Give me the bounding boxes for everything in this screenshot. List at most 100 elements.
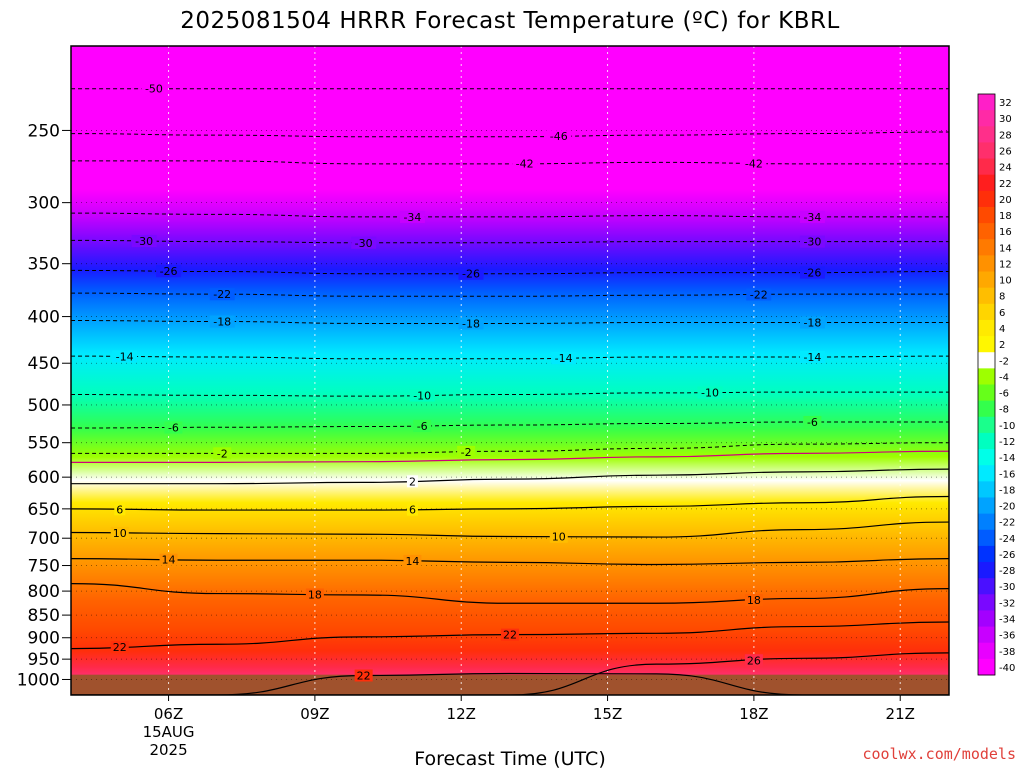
- colorbar-tick-label: 10: [999, 276, 1012, 287]
- contour-label-bg: [110, 641, 129, 654]
- colorbar-tick-label: -24: [999, 534, 1015, 545]
- colorbar-swatch: [978, 529, 995, 547]
- y-tick-label: 350: [28, 255, 60, 275]
- colorbar-swatch: [978, 400, 995, 418]
- contour-label-bg: [114, 503, 126, 516]
- colorbar-tick-label: 12: [999, 259, 1012, 270]
- y-tick-label: 700: [28, 529, 60, 549]
- contour-label: 10: [552, 531, 566, 544]
- colorbar-swatch: [978, 352, 995, 369]
- contour-label: 18: [747, 594, 761, 607]
- colorbar-tick-label: -6: [999, 389, 1009, 400]
- contour-label: 10: [113, 527, 127, 540]
- colorbar-tick-label: 18: [999, 211, 1012, 222]
- y-tick-label: 1000: [17, 670, 60, 690]
- contour-label: -30: [355, 237, 373, 250]
- colorbar-swatch: [978, 255, 995, 273]
- contour-label-bg: [803, 416, 822, 429]
- x-axis-label: Forecast Time (UTC): [414, 748, 605, 768]
- x-tick-year: 2025: [149, 741, 187, 759]
- contour-line: [71, 131, 949, 138]
- x-tick-label: 06Z: [154, 705, 183, 723]
- colorbar-swatch: [978, 190, 995, 208]
- colorbar-tick-label: 4: [999, 324, 1005, 335]
- contour-label: 22: [503, 629, 517, 642]
- contour-label-bg: [403, 554, 422, 567]
- contour-label-bg: [697, 386, 723, 399]
- contour-label: -6: [168, 422, 179, 435]
- contour-label: 14: [162, 554, 176, 567]
- y-axis: 250 300 350 400 450 500 550 600 650 700 750 800 850 9…: [17, 121, 71, 690]
- contour-label: -34: [403, 211, 421, 224]
- colorbar-swatch: [978, 142, 995, 160]
- contour-line: [71, 521, 949, 538]
- colorbar-tick-label: -22: [999, 518, 1015, 529]
- contour-label: -14: [555, 352, 573, 365]
- colorbar-tick-label: 32: [999, 98, 1012, 109]
- contour-label-bg: [164, 421, 183, 434]
- contour-label: -6: [807, 416, 818, 429]
- contour-label: -50: [145, 83, 163, 96]
- colorbar-tick-label: 30: [999, 114, 1012, 125]
- colorbar-tick-label: -26: [999, 550, 1015, 561]
- contour-label: -2: [461, 446, 472, 459]
- contour-label: -2: [217, 447, 228, 460]
- contour-label: -14: [803, 351, 821, 364]
- contour-label: -10: [413, 389, 431, 402]
- colorbar-swatch: [978, 271, 995, 289]
- contour-label-bg: [799, 350, 825, 363]
- colorbar-tick-label: 16: [999, 227, 1012, 238]
- source-credit: coolwx.com/models: [862, 745, 1016, 763]
- colorbar-tick-label: 14: [999, 243, 1012, 254]
- contour-label: -26: [160, 265, 178, 278]
- contour-label: 6: [409, 504, 416, 517]
- contour-line: [71, 468, 949, 485]
- contour-label-bg: [512, 157, 538, 170]
- colorbar-tick-label: -20: [999, 502, 1015, 513]
- colorbar-tick-label: 8: [999, 292, 1005, 303]
- colorbar-swatch: [978, 642, 995, 660]
- contour-label-bg: [141, 82, 167, 95]
- contour-label: -10: [701, 387, 719, 400]
- colorbar-tick-label: -40: [999, 663, 1015, 674]
- colorbar-tick-label: -36: [999, 631, 1015, 642]
- contour-label-bg: [399, 210, 425, 223]
- contour-line: [71, 391, 949, 397]
- x-tick-label: 09Z: [300, 705, 329, 723]
- contour-line: [71, 442, 949, 454]
- colorbar-tick-label: 24: [999, 163, 1012, 174]
- colorbar-swatch: [978, 513, 995, 531]
- contour-label-bg: [354, 669, 373, 682]
- contour-label: -26: [803, 267, 821, 280]
- colorbar-swatch: [978, 481, 995, 498]
- contour-label-bg: [458, 317, 484, 330]
- contour-line: [71, 582, 949, 604]
- colorbar-swatch: [978, 610, 995, 628]
- colorbar-swatch: [978, 174, 995, 192]
- ground-fill: [71, 674, 949, 695]
- colorbar-swatch: [978, 465, 995, 482]
- contour-label-bg: [409, 389, 435, 402]
- contour-label-bg: [551, 352, 577, 365]
- contour-line: [71, 450, 949, 463]
- colorbar-tick-label: -34: [999, 615, 1015, 626]
- colorbar-frame: [977, 93, 996, 676]
- contour-label-bg: [156, 265, 182, 278]
- colorbar-tick-label: 26: [999, 146, 1012, 157]
- y-tick-label: 250: [28, 121, 60, 141]
- colorbar-swatch: [978, 384, 995, 402]
- y-tick-label: 650: [28, 500, 60, 520]
- colorbar-swatch: [978, 416, 995, 434]
- contour-label-bg: [305, 588, 324, 601]
- contour-label-bg: [799, 210, 825, 223]
- contour-line: [71, 495, 949, 511]
- colorbar-swatch: [978, 239, 995, 256]
- contour-label: -42: [745, 157, 763, 170]
- contour-label-bg: [351, 236, 377, 249]
- contour-label-bg: [549, 530, 568, 543]
- colorbar-tick-label: -12: [999, 437, 1015, 448]
- contour-label: -46: [550, 130, 568, 143]
- contour-label: -26: [462, 268, 480, 281]
- contour-label-bg: [546, 130, 572, 143]
